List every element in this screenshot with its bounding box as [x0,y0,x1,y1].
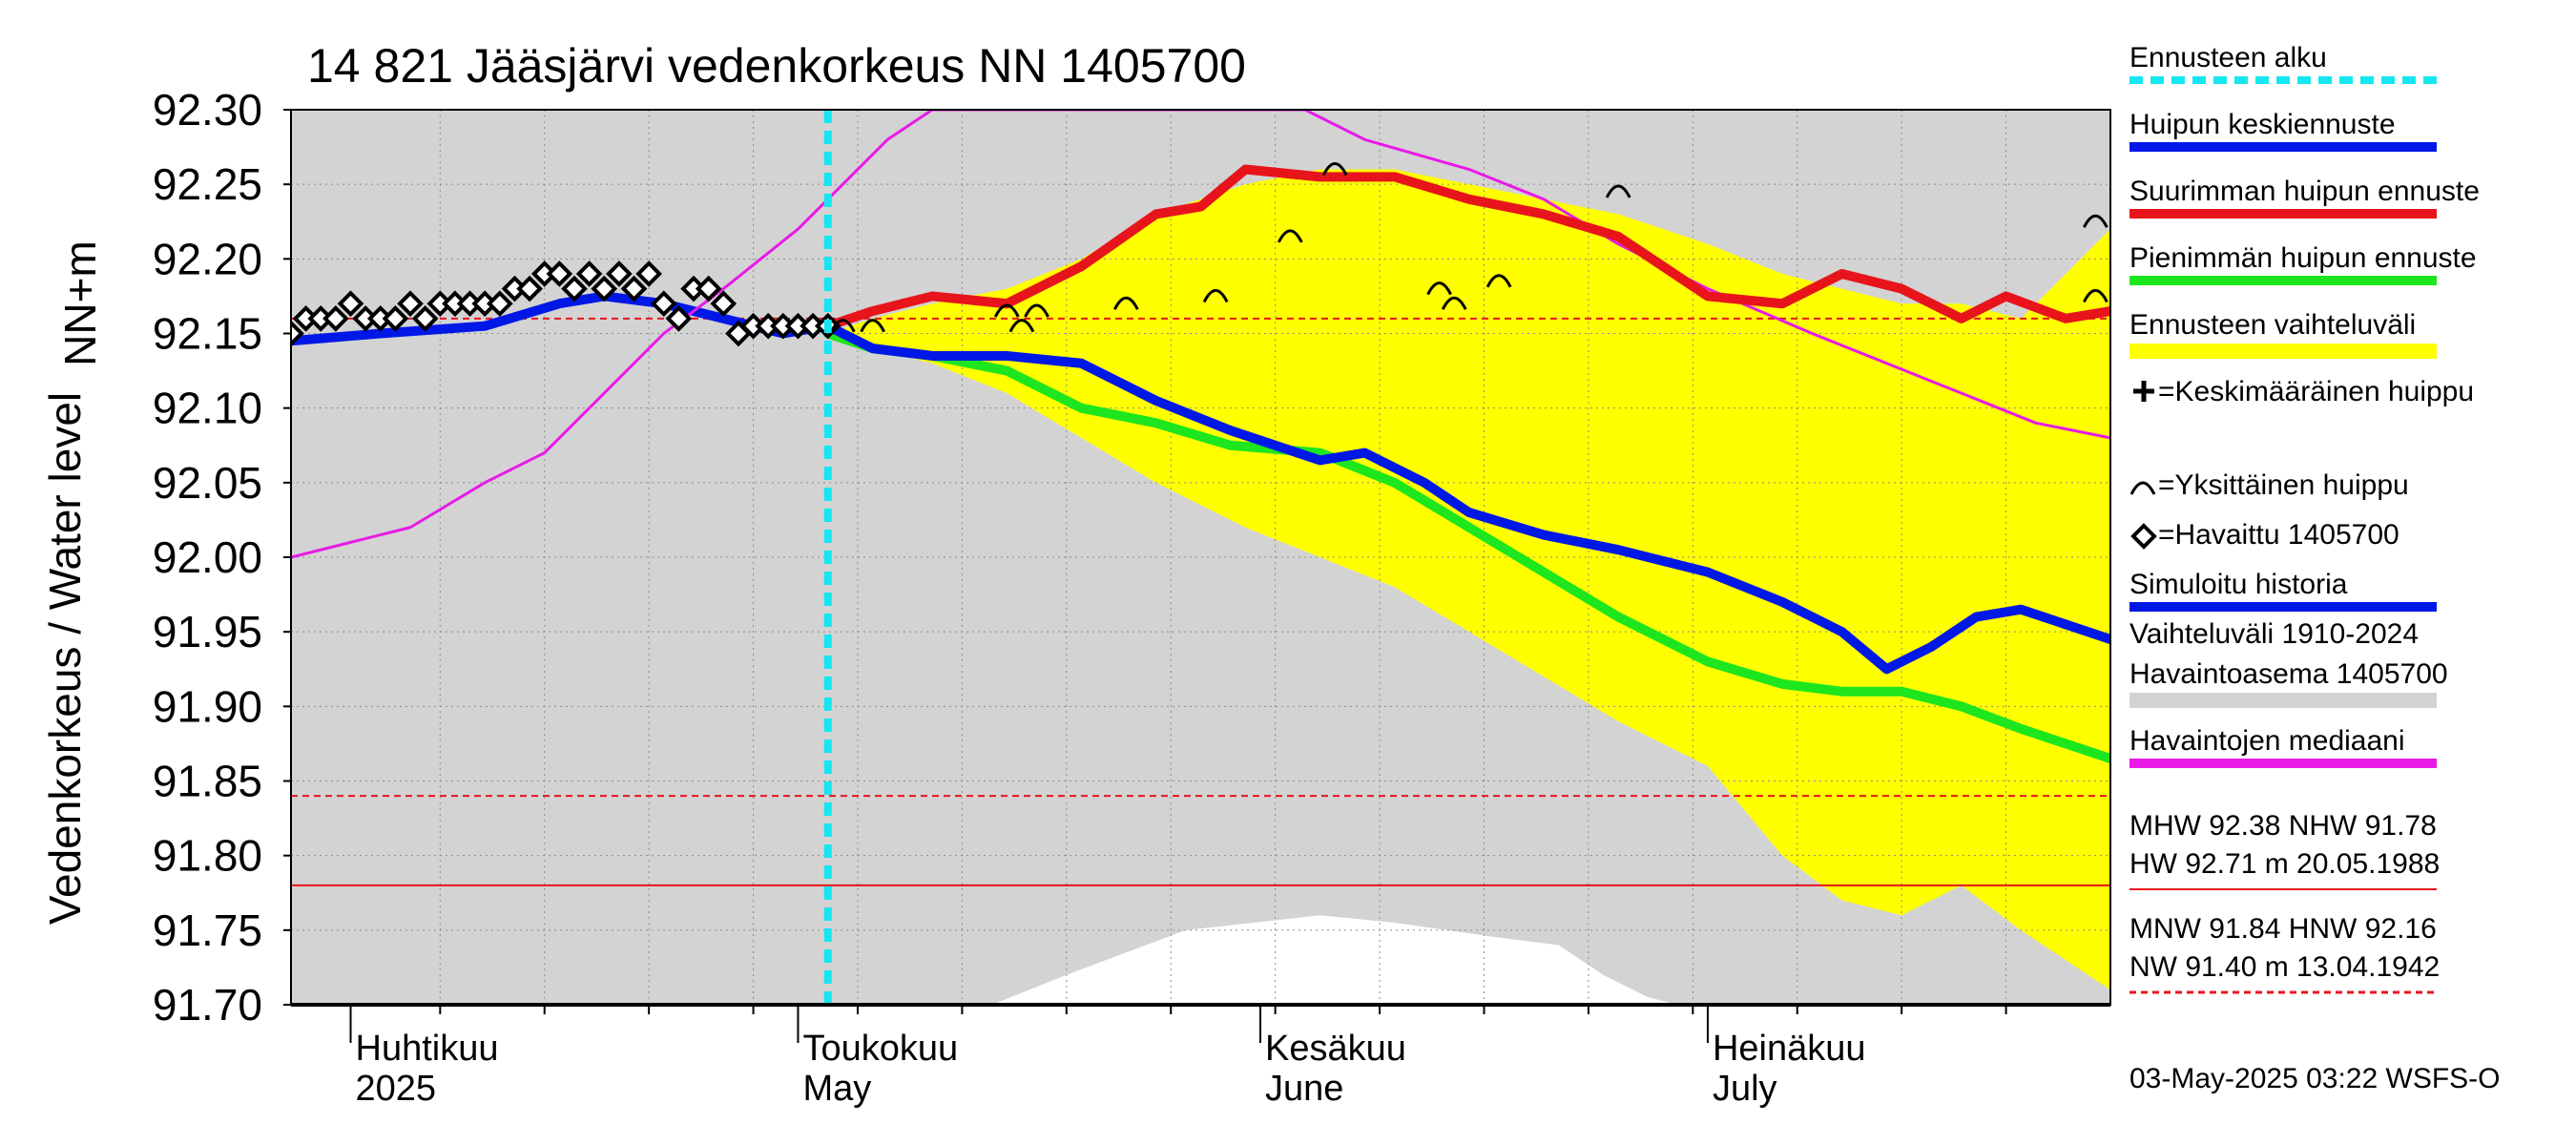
series-line-huipun-keskiennuste [822,321,2110,675]
legend-label: Ennusteen alku [2129,42,2327,73]
legend-swatch-arc [2129,481,2156,495]
legend-stat-row1: MHW 92.38 NHW 91.78 [2129,810,2437,842]
individual-peak-mark [2083,214,2109,228]
legend-label: Simuloitu historia [2129,569,2348,600]
individual-peak-mark [1024,303,1049,318]
observed-point [337,290,364,318]
plot-area [291,110,2110,1005]
individual-peak-mark [860,319,885,333]
y-tick-label: 91.90 [153,681,262,731]
x-tick-label-en: June [1265,1069,1343,1109]
y-tick-label: 92.30 [153,85,262,135]
legend-label: Pienimmän huipun ennuste [2129,242,2477,274]
historical-minimum-gap [991,915,1678,1005]
legend-label: =Havaittu 1405700 [2158,519,2399,551]
y-axis-unit-label: NN+m [55,240,105,366]
observed-point [291,320,304,347]
legend-stat-row4: NW 91.40 m 13.04.1942 [2129,951,2440,983]
legend-stat-row3: MNW 91.84 HNW 92.16 [2129,913,2437,945]
series-line-havaintojen-mediaani [291,110,2110,559]
timestamp: 03-May-2025 03:22 WSFS-O [2129,1063,2501,1094]
x-tick-label-fi: Toukokuu [802,1029,958,1069]
individual-peak-mark [1485,274,1512,288]
chart-title: 14 821 Jääsjärvi vedenkorkeus NN 1405700 [307,39,1246,93]
y-tick-label: 92.25 [153,159,262,209]
legend-label: Havaintoasema 1405700 [2129,658,2448,690]
y-tick-label: 91.70 [153,980,262,1030]
forecast-range-band [827,169,2110,990]
observed-point [695,275,722,302]
legend-label: Vaihteluväli 1910-2024 [2129,618,2419,650]
x-tick-label-fi: Huhtikuu [356,1029,499,1069]
individual-peak-mark [1112,296,1139,310]
individual-peak-mark [1441,296,1467,310]
axes: 92.30 92.25 92.20 92.15 92.10 92.05 92.00 91.95… [153,85,2111,1109]
legend-label: Ennusteen vaihteluväli [2129,309,2416,341]
individual-peak-mark [1605,184,1631,198]
observed-point [620,275,648,302]
y-tick-label: 92.10 [153,384,262,433]
y-tick-label: 91.85 [153,757,262,806]
y-tick-label: 92.00 [153,532,262,582]
legend-stat-row2: HW 92.71 m 20.05.1988 [2129,848,2440,880]
observed-point [635,260,662,287]
y-tick-label: 91.75 [153,906,262,955]
individual-peak-mark [1321,162,1348,177]
legend-label: =Yksittäinen huippu [2158,469,2409,501]
individual-peak-mark [1202,288,1229,303]
y-tick-label: 91.80 [153,831,262,881]
y-axis-label: Vedenkorkeus / Water level [40,392,90,925]
observed-point [411,305,439,332]
x-tick-label-en: May [802,1069,871,1109]
observed-point [710,290,737,318]
observed-point [516,275,543,302]
observed-point [665,305,693,332]
x-tick-label-en: July [1713,1069,1777,1109]
individual-peak-mark [1426,281,1452,296]
observed-point [606,260,633,287]
series-line-pienimmän-huipun-ennuste [822,328,2110,764]
individual-peak-mark [830,319,856,333]
y-tick-label: 92.05 [153,458,262,508]
y-tick-label: 92.20 [153,234,262,283]
x-tick-label-fi: Kesäkuu [1265,1029,1406,1069]
legend-label: Huipun keskiennuste [2129,109,2396,140]
observed-point [487,290,513,318]
series-line-suurimman-huipun-ennuste [822,164,2110,331]
legend-swatch-diamond [2130,523,2157,550]
y-tick-label: 92.15 [153,309,262,359]
legend-swatch-band [2129,344,2437,359]
observed-point [561,275,588,302]
legend-label: Havaintojen mediaani [2129,725,2405,757]
y-tick-label: 91.95 [153,607,262,656]
x-tick-label-fi: Heinäkuu [1713,1029,1866,1069]
observed-point [546,260,573,287]
legend-swatch-plus [2133,381,2154,402]
individual-peak-mark [1008,319,1035,333]
x-tick-label-en: 2025 [356,1069,437,1109]
individual-peak-mark [2083,288,2109,303]
legend: Ennusteen alku Huipun keskiennuste Suurimm… [2129,42,2480,994]
observed-point [322,305,349,332]
observed-point [382,305,409,332]
observed-point [575,260,603,287]
individual-peak-mark [993,303,1020,318]
legend-label: Suurimman huipun ennuste [2129,176,2480,207]
legend-label: =Keskimääräinen huippu [2158,376,2474,407]
individual-peak-mark [1277,229,1303,243]
plot-clip-group [291,110,2110,1005]
observed-point [591,275,618,302]
observed-point [397,290,424,318]
observed-point [650,290,677,318]
legend-swatch-band [2129,693,2437,708]
